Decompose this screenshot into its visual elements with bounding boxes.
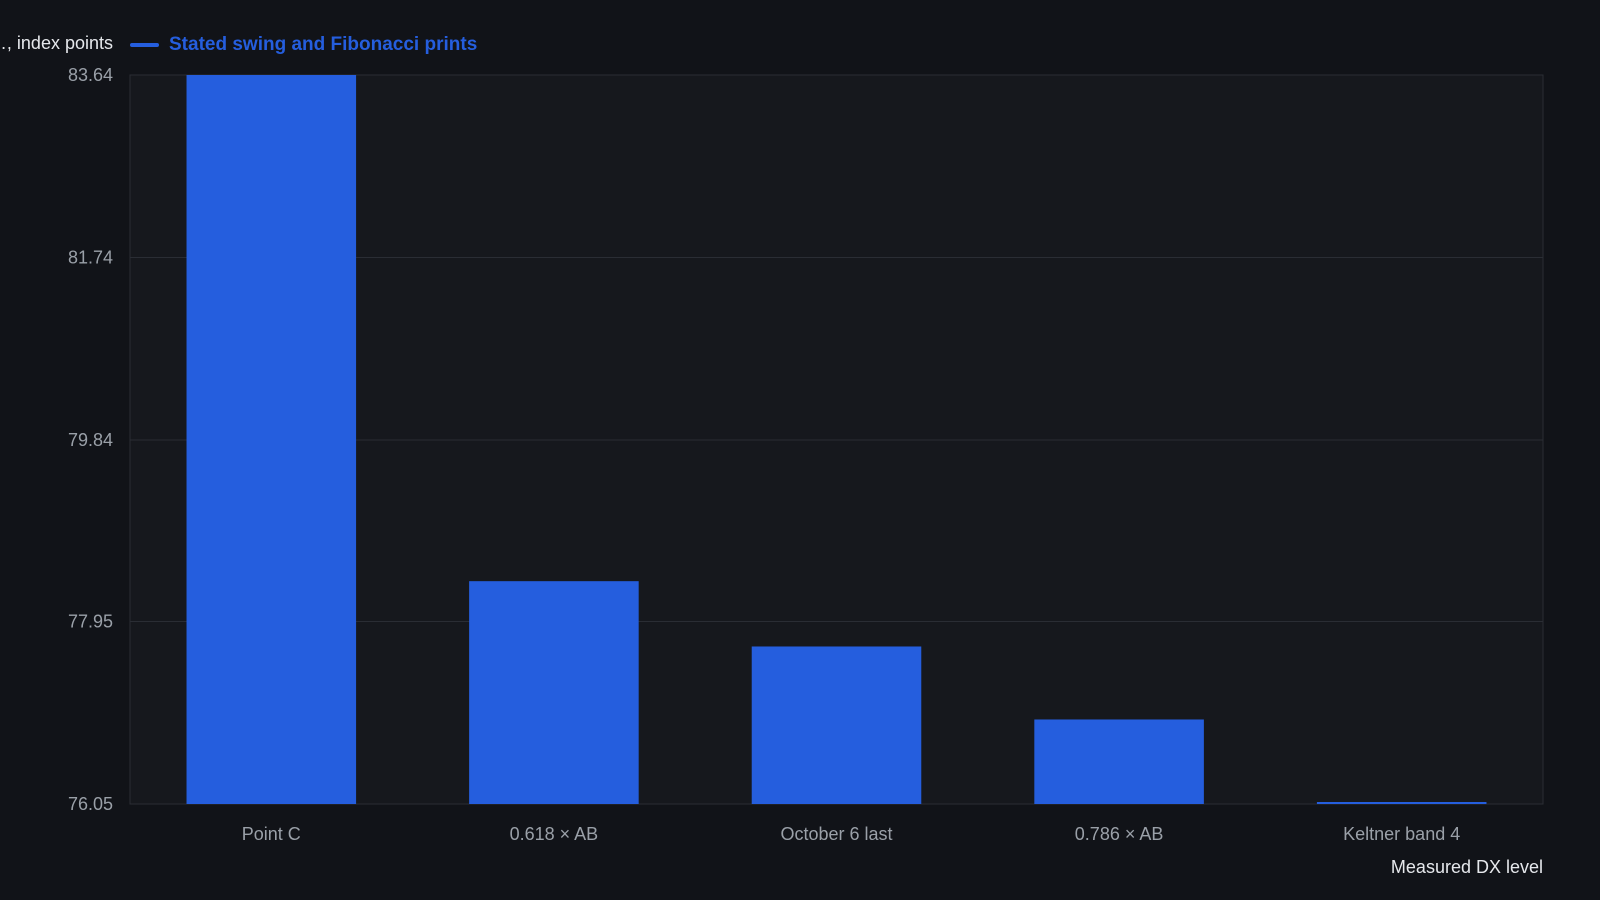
bar: [751, 646, 922, 804]
bar: [1034, 719, 1204, 804]
bar: [469, 581, 639, 804]
legend[interactable]: Stated swing and Fibonacci prints: [130, 34, 477, 56]
gridlines: [130, 74, 1543, 805]
x-tick-label: 0.618 × AB: [510, 824, 599, 844]
x-tick-label: 0.786 × AB: [1075, 824, 1164, 844]
bar: [186, 75, 357, 804]
y-tick-label: 76.05: [68, 794, 113, 814]
x-axis-label: Measured DX level: [1390, 857, 1543, 877]
legend-swatch: [130, 43, 159, 47]
y-tick-label: 81.74: [68, 247, 113, 267]
legend-label: Stated swing and Fibonacci prints: [169, 34, 478, 55]
x-tick-label: Point C: [242, 824, 301, 844]
y-tick-label: 77.95: [68, 612, 113, 632]
bars: [186, 75, 1487, 804]
x-tick-label: October 6 last: [780, 824, 892, 844]
x-tick-label: Keltner band 4: [1343, 824, 1460, 844]
y-axis-ticks: 76.05 77.95 79.84 81.74 83.64: [68, 65, 113, 814]
x-axis-ticks: Point C 0.618 × AB October 6 last 0.786 × A…: [242, 824, 1460, 844]
y-axis-label: …, index points: [0, 33, 113, 53]
y-tick-label: 83.64: [68, 65, 113, 85]
y-tick-label: 79.84: [68, 430, 113, 450]
bar: [1316, 802, 1487, 804]
